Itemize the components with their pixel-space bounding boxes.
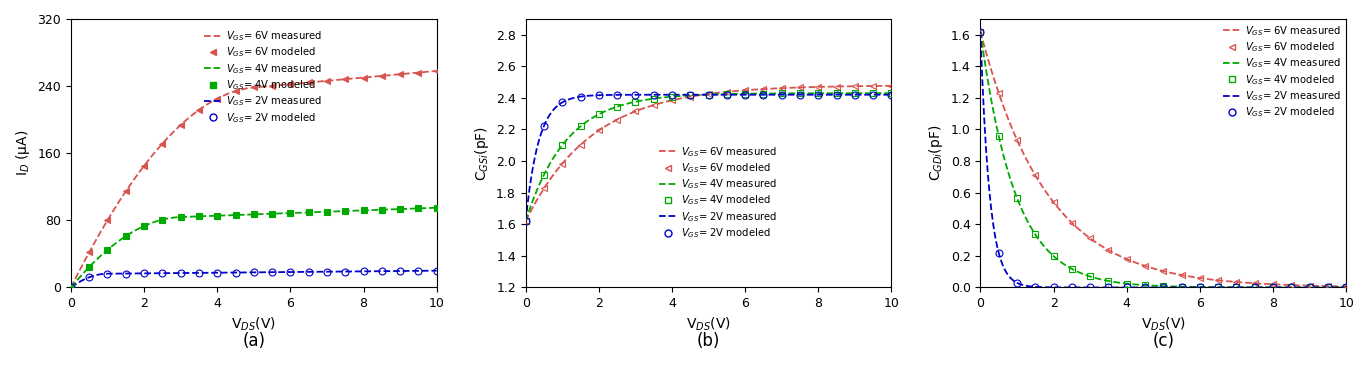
X-axis label: V$_{DS}$(V): V$_{DS}$(V) bbox=[231, 316, 276, 333]
X-axis label: V$_{DS}$(V): V$_{DS}$(V) bbox=[1141, 316, 1186, 333]
Legend: $V_{GS}$= 6V measured, $V_{GS}$= 6V modeled, $V_{GS}$= 4V measured, $V_{GS}$= 4V: $V_{GS}$= 6V measured, $V_{GS}$= 6V mode… bbox=[658, 145, 777, 240]
Y-axis label: C$_{GSi}$(pF): C$_{GSi}$(pF) bbox=[472, 126, 491, 181]
X-axis label: V$_{DS}$(V): V$_{DS}$(V) bbox=[687, 316, 731, 333]
Title: (c): (c) bbox=[1152, 332, 1174, 350]
Y-axis label: C$_{GDi}$(pF): C$_{GDi}$(pF) bbox=[928, 125, 945, 182]
Title: (b): (b) bbox=[696, 332, 720, 350]
Legend: $V_{GS}$= 6V measured, $V_{GS}$= 6V modeled, $V_{GS}$= 4V measured, $V_{GS}$= 4V: $V_{GS}$= 6V measured, $V_{GS}$= 6V mode… bbox=[1223, 24, 1341, 119]
Y-axis label: I$_{D}$ (μA): I$_{D}$ (μA) bbox=[14, 130, 31, 176]
Legend: $V_{GS}$= 6V measured, $V_{GS}$= 6V modeled, $V_{GS}$= 4V measured, $V_{GS}$= 4V: $V_{GS}$= 6V measured, $V_{GS}$= 6V mode… bbox=[204, 29, 323, 125]
Title: (a): (a) bbox=[242, 332, 265, 350]
